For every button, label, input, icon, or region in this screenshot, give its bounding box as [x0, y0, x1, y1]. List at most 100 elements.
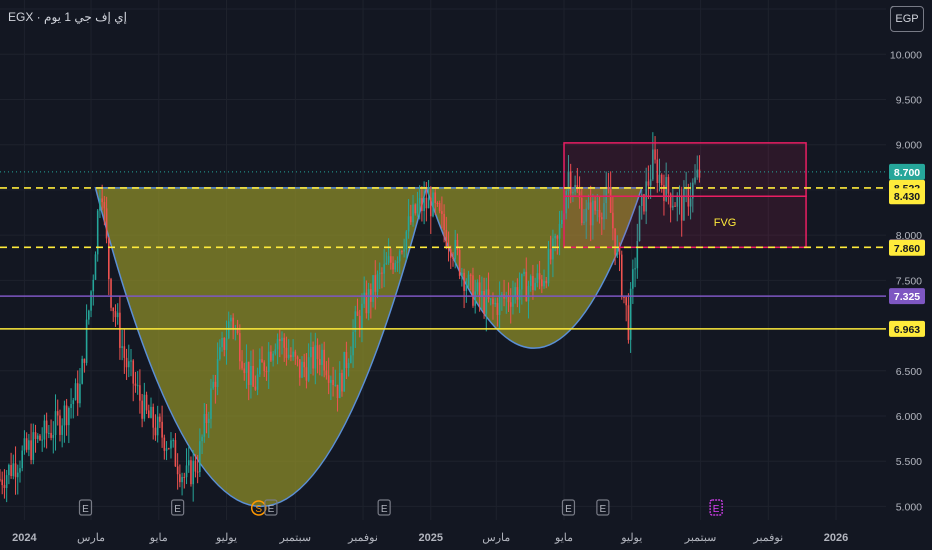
candle-body: [536, 273, 539, 283]
candle-body: [541, 279, 543, 287]
time-axis-panel: [0, 520, 932, 550]
candle-body: [70, 404, 72, 408]
candle-body: [652, 149, 654, 180]
candle-body: [112, 307, 115, 312]
candle-body: [560, 219, 563, 225]
event-marker-label: E: [713, 504, 720, 515]
candle-body: [654, 149, 656, 160]
event-marker-label: E: [174, 504, 181, 515]
candle-body: [161, 421, 163, 438]
candle-body: [545, 280, 548, 284]
candle-body: [623, 296, 625, 298]
candle-body: [412, 204, 414, 223]
x-tick-label: يوليو: [215, 532, 237, 544]
x-tick-label: نوفمبر: [347, 532, 378, 544]
candle-body: [396, 261, 399, 264]
candle-body: [287, 354, 290, 358]
candle-body: [443, 213, 445, 231]
candle-body: [552, 238, 554, 260]
candle-body: [556, 235, 559, 239]
event-marker-earnings: [377, 499, 391, 516]
price-axis-panel: [886, 0, 932, 550]
candle-body: [163, 437, 166, 451]
candle-body: [427, 197, 430, 209]
candle-body: [139, 385, 141, 401]
event-marker-label: E: [600, 504, 607, 515]
candle-body: [45, 420, 48, 434]
price-tag-label: 6.963: [894, 324, 920, 336]
candle-body: [296, 356, 299, 360]
candle-body: [130, 360, 132, 362]
price-tag-label: 8.430: [894, 191, 920, 203]
currency-button[interactable]: EGP: [890, 6, 924, 32]
candle-body: [629, 288, 632, 340]
price-tag-label: 7.860: [894, 243, 920, 255]
candle-body: [232, 317, 234, 330]
candle-body: [452, 257, 454, 260]
candle-body: [458, 249, 461, 276]
candle-body: [3, 485, 6, 488]
candle-body: [267, 351, 270, 372]
candle-body: [565, 191, 568, 214]
candle-body: [121, 346, 123, 348]
candle-body: [65, 405, 68, 426]
x-tick-label: مايو: [149, 532, 168, 544]
candle-body: [381, 272, 383, 274]
candle-body: [616, 246, 619, 255]
candle-body: [665, 177, 667, 201]
candle-body: [334, 384, 337, 386]
candle-body: [270, 351, 272, 361]
candle-body: [85, 319, 88, 363]
candle-body: [219, 347, 221, 360]
candle-body: [314, 345, 317, 369]
candle-body: [10, 464, 12, 477]
candle-body: [512, 295, 514, 307]
candle-body: [330, 379, 332, 383]
candle-body: [343, 351, 345, 392]
candle-body: [221, 337, 223, 348]
candle-body: [145, 394, 148, 411]
candle-body: [481, 291, 483, 298]
candle-body: [516, 287, 519, 300]
candle-body: [676, 197, 679, 207]
candle-body: [685, 188, 687, 190]
candle-body: [303, 361, 306, 368]
candle-body: [305, 367, 308, 381]
candle-body: [361, 303, 363, 329]
x-tick-label: 2024: [12, 532, 37, 544]
candle-body: [558, 224, 561, 239]
candle-body: [438, 203, 441, 212]
candle-body: [41, 439, 43, 441]
candle-body: [285, 347, 288, 358]
candle-body: [585, 208, 588, 222]
candle-body: [103, 202, 106, 209]
candle-body: [445, 230, 448, 247]
candle-body: [469, 274, 472, 276]
candle-body: [454, 239, 457, 260]
candle-body: [567, 171, 570, 192]
event-marker-label: E: [268, 504, 275, 515]
candle-body: [32, 432, 35, 460]
candle-body: [201, 436, 203, 442]
candle-body: [494, 302, 496, 305]
candle-body: [483, 291, 485, 314]
candle-body: [199, 441, 201, 473]
candle-body: [363, 292, 365, 304]
x-tick-label: 2026: [824, 532, 848, 544]
candle-body: [596, 209, 599, 211]
price-tag: [889, 320, 925, 337]
candle-body: [298, 359, 301, 378]
event-marker-earnings: [709, 499, 723, 516]
candle-body: [90, 291, 92, 311]
candle-body: [501, 294, 503, 296]
candle-body: [418, 198, 421, 204]
candle-body: [612, 212, 614, 229]
candle-body: [416, 203, 419, 214]
candle-body: [259, 359, 261, 375]
candle-body: [167, 448, 170, 450]
candle-body: [316, 345, 319, 360]
event-marker-earnings: [264, 499, 278, 516]
candle-body: [638, 205, 641, 242]
candle-body: [390, 256, 392, 263]
